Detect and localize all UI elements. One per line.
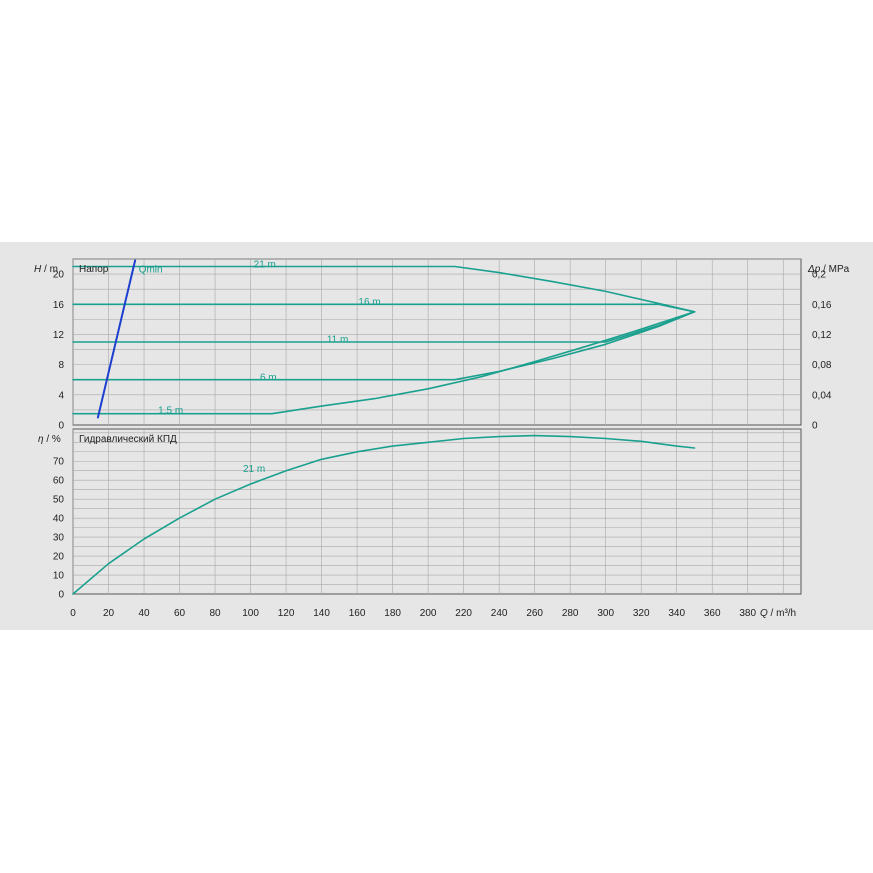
head-tick-label: 16 [53,300,65,311]
pressure-axis-label: Δp / MPa [807,264,850,275]
head-tick-label: 8 [58,360,64,371]
axis-ticks: 0 20 40 60 80 100 120 140 160 180 200 220 240 260 280 3… [53,270,832,619]
flow-tick-label: 60 [174,608,186,619]
efficiency-tick-label: 50 [53,495,65,506]
head-curve-label: 16 m [358,297,380,308]
pressure-tick-label: 0,04 [812,390,832,401]
head-tick-label: 0 [58,421,64,432]
flow-tick-label: 140 [313,608,330,619]
flow-tick-label: 180 [384,608,401,619]
efficiency-tick-label: 60 [53,476,65,487]
head-panel-title: Напор [79,264,109,275]
flow-tick-label: 240 [491,608,508,619]
efficiency-tick-label: 30 [53,533,65,544]
efficiency-curves: 21 m [72,434,696,595]
head-curve-label: 11 m [327,335,349,346]
flow-tick-label: 280 [562,608,579,619]
head-curves: 21 m 16 m 11 m 6 m 1,5 m Qmin [72,259,696,419]
efficiency-tick-label: 10 [53,571,65,582]
flow-tick-label: 160 [349,608,366,619]
efficiency-tick-label: 0 [58,590,64,601]
flow-tick-label: 100 [242,608,259,619]
pressure-tick-label: 0,2 [812,270,826,281]
head-curve-label: 21 m [254,259,276,270]
efficiency-curve-21m [72,434,696,595]
pressure-tick-label: 0,16 [812,300,832,311]
efficiency-axis-label: η / % [38,434,61,445]
head-curve-16m [72,303,696,313]
flow-tick-label: 200 [420,608,437,619]
efficiency-tick-label: 20 [53,552,65,563]
flow-tick-label: 40 [138,608,150,619]
head-curve-label: 1,5 m [158,406,183,417]
flow-tick-label: 320 [633,608,650,619]
efficiency-tick-label: 70 [53,457,65,468]
flow-tick-label: 80 [209,608,221,619]
pressure-tick-label: 0,12 [812,330,832,341]
efficiency-tick-label: 40 [53,514,65,525]
flow-tick-label: 340 [668,608,685,619]
head-curve-label: Qmin [139,265,163,276]
efficiency-plot-area [72,428,802,595]
efficiency-panel-title: Гидравлический КПД [79,434,177,445]
head-tick-label: 20 [53,270,65,281]
flow-tick-label: 0 [70,608,76,619]
pressure-tick-label: 0,08 [812,360,832,371]
flow-axis-label: Q / m³/h [760,608,796,619]
head-axis-label: H / m [34,264,58,275]
head-curve-label: 6 m [260,372,277,383]
flow-tick-label: 360 [704,608,721,619]
flow-tick-label: 380 [739,608,756,619]
head-tick-label: 4 [58,390,64,401]
flow-tick-label: 220 [455,608,472,619]
flow-tick-label: 120 [278,608,295,619]
head-curve-15m [72,311,696,415]
head-curve-qmin [96,259,137,419]
flow-tick-label: 300 [597,608,614,619]
efficiency-grid [72,429,801,594]
flow-tick-label: 260 [526,608,543,619]
efficiency-curve-label: 21 m [243,464,265,475]
flow-tick-label: 20 [103,608,115,619]
head-tick-label: 12 [53,330,65,341]
head-curve-6m [72,311,696,381]
pressure-tick-label: 0 [812,421,818,432]
